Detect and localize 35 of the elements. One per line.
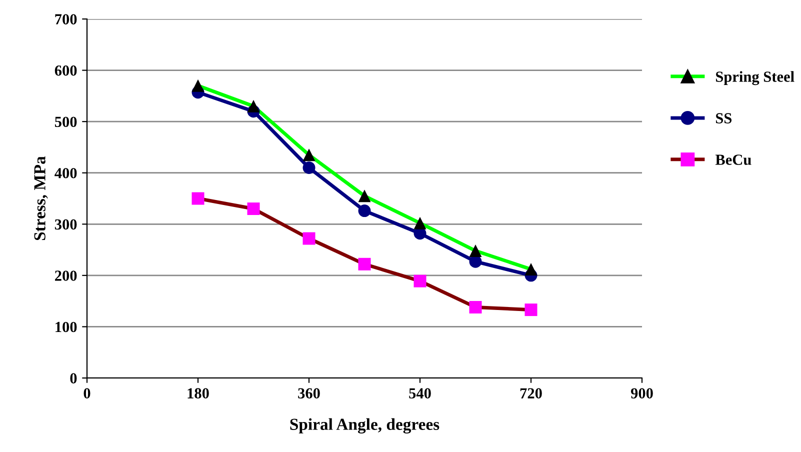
point bbox=[524, 304, 538, 316]
x-tick-label: 180 bbox=[188, 388, 209, 398]
x-tick-label: 720 bbox=[520, 388, 542, 398]
y-tick-label: 700 bbox=[55, 14, 77, 24]
legend-label: Spring Steel bbox=[716, 71, 794, 86]
point bbox=[469, 244, 482, 258]
point bbox=[469, 300, 482, 314]
point bbox=[247, 202, 260, 216]
point bbox=[524, 263, 538, 276]
point bbox=[302, 232, 316, 245]
y-tick-label: 0 bbox=[70, 373, 77, 384]
point bbox=[358, 190, 371, 202]
y-tick-label: 200 bbox=[55, 270, 77, 281]
y-tick-label: 600 bbox=[54, 65, 77, 76]
legend-label: BeCu bbox=[715, 154, 752, 165]
y-tick-label: 500 bbox=[54, 116, 77, 128]
y-axis-title: Stress, MPa bbox=[34, 156, 48, 240]
x-tick-label: 540 bbox=[409, 388, 431, 398]
point bbox=[414, 216, 426, 230]
x-axis-title: Spiral Angle, degrees bbox=[290, 418, 440, 434]
point bbox=[192, 192, 204, 205]
point bbox=[414, 274, 426, 288]
y-tick-label: 400 bbox=[54, 168, 77, 178]
point bbox=[302, 148, 316, 162]
point bbox=[247, 100, 260, 112]
point bbox=[192, 79, 204, 92]
point bbox=[358, 258, 371, 270]
x-tick-label: 360 bbox=[298, 388, 320, 398]
x-tick-label: 0 bbox=[84, 388, 90, 398]
point bbox=[302, 161, 316, 174]
y-tick-label: 300 bbox=[54, 219, 77, 230]
y-tick-label: 100 bbox=[56, 322, 77, 332]
x-tick-label: 900 bbox=[630, 388, 653, 398]
point bbox=[358, 204, 371, 218]
legend-label: SS bbox=[716, 113, 732, 124]
